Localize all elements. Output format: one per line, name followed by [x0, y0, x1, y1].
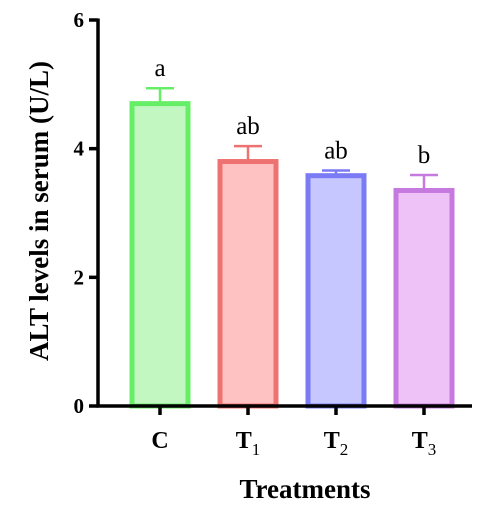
bar-t3 — [393, 187, 455, 409]
x-ticks-layer: C T1 T2 T3 — [151, 406, 436, 459]
significance-label: ab — [236, 113, 260, 140]
x-tick-label: T3 — [412, 428, 437, 459]
x-tick-label: C — [151, 428, 168, 454]
y-tick-label: 2 — [74, 265, 85, 289]
bars-layer — [129, 101, 455, 409]
y-ticks-layer: 0 2 4 6 — [74, 8, 98, 418]
x-tick-label: T2 — [324, 428, 349, 459]
x-axis-title: Treatments — [240, 474, 371, 504]
y-tick-label: 4 — [74, 137, 85, 161]
y-tick-label: 0 — [74, 394, 85, 418]
bar-t1 — [217, 159, 279, 409]
y-tick-label: 6 — [74, 8, 85, 32]
significance-label: b — [418, 142, 431, 169]
bar-t2 — [305, 173, 367, 409]
x-tick-label: T1 — [236, 428, 261, 459]
significance-label: ab — [324, 138, 348, 165]
error-bars-layer — [146, 86, 438, 191]
bar-c — [129, 101, 191, 409]
y-axis-title: ALT levels in serum (U/L) — [24, 61, 54, 361]
significance-label: a — [154, 55, 165, 82]
significance-labels-layer: a ab ab b — [154, 55, 430, 169]
